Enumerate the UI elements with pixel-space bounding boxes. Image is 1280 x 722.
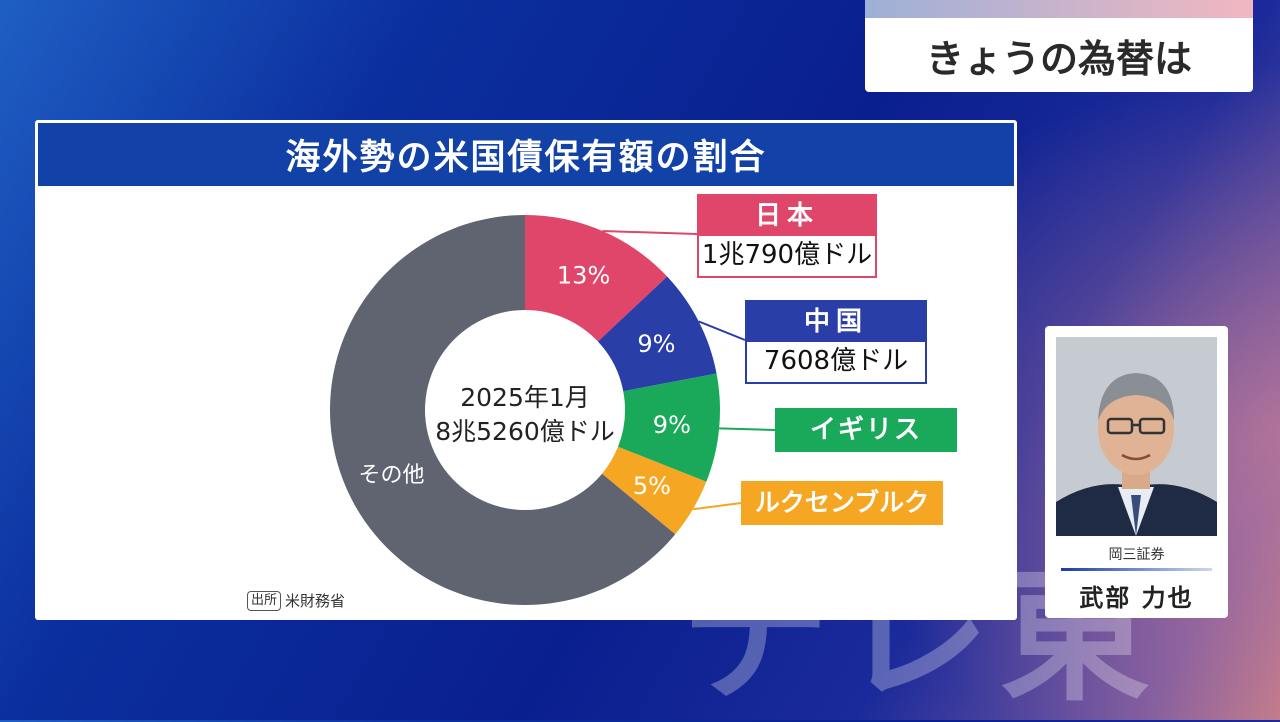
leader-line-0 xyxy=(602,230,698,235)
callout-japan-name: 日本 xyxy=(699,196,875,236)
leader-line-2 xyxy=(719,427,776,431)
chart-title: 海外勢の米国債保有額の割合 xyxy=(38,123,1014,186)
callout-uk: イギリス xyxy=(775,408,957,452)
slice-0 xyxy=(525,215,668,342)
callout-luxembourg: ルクセンブルク xyxy=(741,481,943,525)
source-tag: 出所 xyxy=(247,590,282,611)
slice-3 xyxy=(602,446,707,535)
source-name: 米財務省 xyxy=(285,592,346,610)
segment-caption: きょうの為替は xyxy=(865,18,1253,92)
presenter-divider xyxy=(1061,568,1212,571)
callout-japan: 日本 1兆790億ドル xyxy=(697,194,877,278)
callout-china: 中国 7608億ドル xyxy=(745,300,927,384)
slice-4 xyxy=(329,215,676,605)
caption-accent-strip xyxy=(865,0,1253,18)
slice-1 xyxy=(597,276,717,392)
callout-japan-amount: 1兆790億ドル xyxy=(699,236,875,276)
leader-line-1 xyxy=(698,320,746,341)
slice-label-0: 13% xyxy=(557,262,610,290)
slice-label-3: 5% xyxy=(633,472,671,500)
chart-source: 出所 米財務省 xyxy=(247,590,345,611)
callout-china-name: 中国 xyxy=(747,302,925,342)
callout-china-amount: 7608億ドル xyxy=(747,342,925,382)
presenter-photo xyxy=(1056,337,1217,536)
slice-label-2: 9% xyxy=(653,411,691,439)
slice-label-1: 9% xyxy=(637,330,675,358)
presenter-card: 岡三証券 武部 力也 xyxy=(1045,326,1228,618)
presenter-organization: 岡三証券 xyxy=(1108,547,1165,563)
slice-label-4: その他 xyxy=(359,463,425,488)
center-label-2: 8兆5260億ドル xyxy=(435,417,615,446)
center-label-1: 2025年1月 xyxy=(460,383,590,412)
presenter-name: 武部 力也 xyxy=(1079,584,1194,612)
chart-card: 海外勢の米国債保有額の割合 13% 9% 9% 5% その他 2025年1月 8兆5260億… xyxy=(35,120,1017,620)
donut-chart: 13% 9% 9% 5% その他 2025年1月 8兆5260億ドル xyxy=(329,215,776,605)
leader-line-3 xyxy=(692,502,742,511)
slice-2 xyxy=(617,373,720,482)
